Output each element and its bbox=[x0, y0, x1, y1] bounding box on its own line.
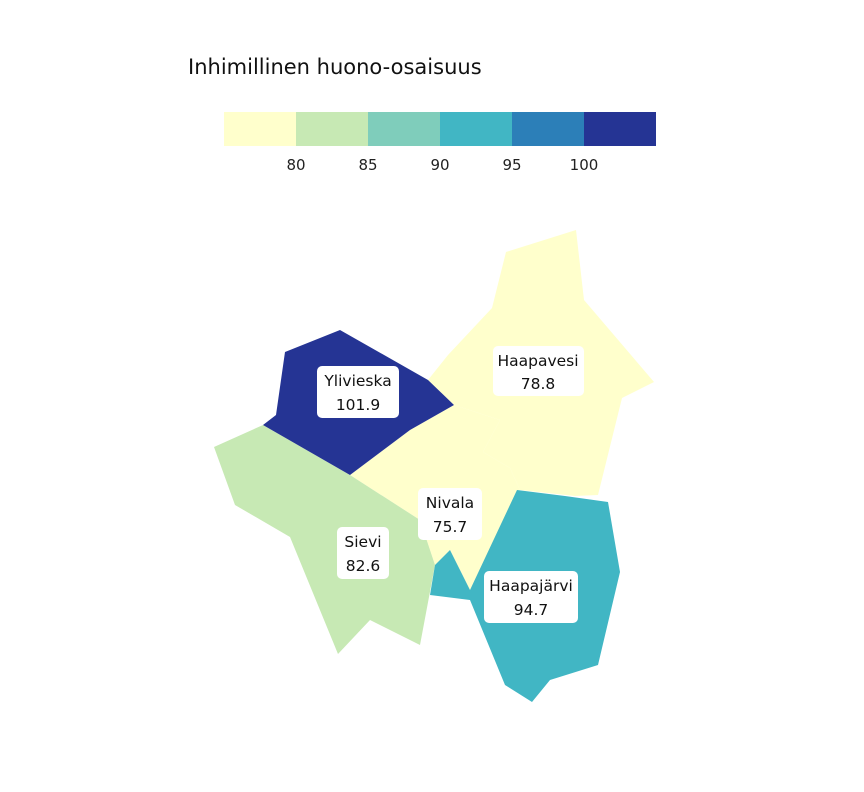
label-ylivieska: Ylivieska 101.9 bbox=[317, 366, 399, 418]
legend-swatch bbox=[368, 112, 440, 146]
region-name: Sievi bbox=[344, 533, 381, 551]
legend-swatch bbox=[584, 112, 656, 146]
legend-tick-label: 95 bbox=[502, 156, 521, 174]
legend-tick-label: 85 bbox=[358, 156, 377, 174]
region-value: 75.7 bbox=[433, 518, 468, 536]
legend-tick-label: 80 bbox=[286, 156, 305, 174]
label-box bbox=[337, 527, 389, 579]
label-nivala: Nivala 75.7 bbox=[418, 488, 482, 540]
label-haapajarvi: Haapajärvi 94.7 bbox=[484, 571, 578, 623]
label-box bbox=[484, 571, 578, 623]
region-sievi[interactable] bbox=[214, 425, 435, 654]
label-box bbox=[493, 346, 584, 396]
legend-title: Inhimillinen huono-osaisuus bbox=[188, 55, 482, 79]
regions bbox=[214, 230, 654, 702]
region-name: Haapajärvi bbox=[489, 577, 573, 595]
legend-tick-label: 100 bbox=[570, 156, 599, 174]
label-box bbox=[418, 488, 482, 540]
region-value: 78.8 bbox=[521, 375, 556, 393]
legend-tick-label: 90 bbox=[430, 156, 449, 174]
label-box bbox=[317, 366, 399, 418]
legend-swatch bbox=[440, 112, 512, 146]
legend-swatch bbox=[296, 112, 368, 146]
legend-colorbar bbox=[224, 112, 656, 146]
label-haapavesi: Haapavesi 78.8 bbox=[493, 346, 584, 396]
region-value: 101.9 bbox=[336, 396, 380, 414]
region-name: Haapavesi bbox=[497, 352, 578, 370]
region-value: 94.7 bbox=[514, 601, 549, 619]
region-labels: Haapavesi 78.8 Ylivieska 101.9 Nivala 75… bbox=[317, 346, 584, 623]
legend-ticks: 80 85 90 95 100 bbox=[286, 156, 598, 174]
legend-swatch bbox=[512, 112, 584, 146]
label-sievi: Sievi 82.6 bbox=[337, 527, 389, 579]
region-name: Ylivieska bbox=[323, 372, 391, 390]
legend-swatch bbox=[224, 112, 296, 146]
region-name: Nivala bbox=[426, 494, 474, 512]
region-value: 82.6 bbox=[346, 557, 381, 575]
